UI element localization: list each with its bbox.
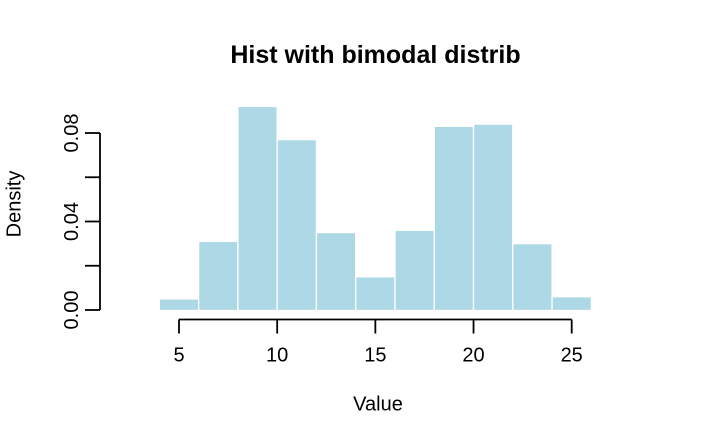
- histogram-bar: [472, 123, 514, 312]
- histogram-bar: [394, 229, 435, 312]
- histogram-bar: [551, 296, 592, 312]
- y-axis: 0.00 0.04 0.08: [61, 114, 101, 330]
- histogram-bar: [355, 276, 396, 312]
- x-axis: 5 10 15 20 25: [173, 318, 583, 367]
- histogram-bar: [433, 125, 475, 312]
- y-axis-label: Density: [4, 171, 26, 238]
- histogram-bar: [315, 231, 357, 312]
- x-axis-tick-label: 25: [561, 345, 583, 367]
- histogram-bar: [158, 298, 200, 312]
- histogram-bar: [512, 242, 553, 312]
- histogram-bar: [197, 240, 239, 312]
- y-axis-tick-label: 0.08: [61, 114, 83, 153]
- histogram-bars: [158, 105, 592, 312]
- x-axis-tick-label: 10: [266, 345, 288, 367]
- y-axis-tick-label: 0.04: [61, 202, 83, 241]
- chart-title: Hist with bimodal distrib: [230, 41, 520, 69]
- y-axis-tick-label: 0.00: [61, 291, 83, 330]
- x-axis-tick-label: 5: [173, 345, 184, 367]
- histogram-bar: [237, 105, 278, 312]
- histogram-bar: [276, 138, 318, 312]
- x-axis-tick-label: 20: [462, 345, 484, 367]
- x-axis-label: Value: [353, 394, 403, 416]
- x-axis-tick-label: 15: [364, 345, 386, 367]
